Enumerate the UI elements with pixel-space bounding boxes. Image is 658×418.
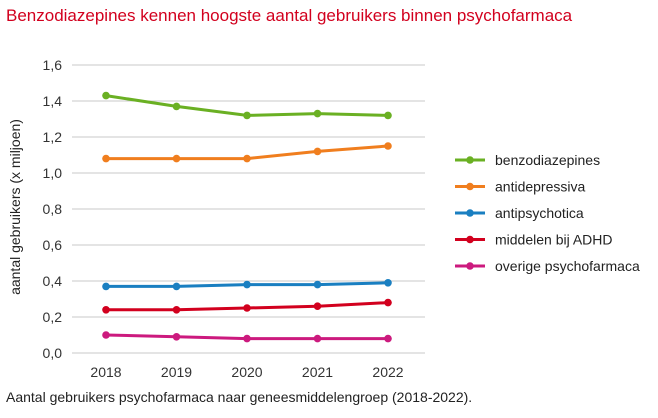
y-axis-ticks: 0,0 0,2 0,4 0,6 0,8 1,0 1,2 1,4 1,6 (43, 57, 63, 361)
data-point-overige-psychofarmaca (313, 334, 322, 343)
data-point-antipsychotica (243, 280, 251, 289)
data-point-middelen-bij-adhd (172, 306, 181, 314)
legend-label: benzodiazepines (495, 152, 600, 168)
legend-marker (466, 209, 474, 217)
legend-label: antipsychotica (495, 205, 584, 221)
legend-marker (466, 235, 474, 244)
y-tick-label: 0,6 (43, 237, 63, 253)
data-point-antipsychotica (313, 280, 322, 289)
legend-label: antidepressiva (495, 179, 585, 195)
legend-marker (466, 182, 474, 191)
y-tick-label: 0,4 (43, 273, 63, 289)
x-tick-label: 2021 (302, 364, 333, 380)
x-tick-label: 2018 (90, 364, 121, 380)
legend-marker (466, 156, 474, 164)
data-point-middelen-bij-adhd (384, 298, 392, 307)
y-tick-label: 1,4 (43, 93, 63, 109)
data-point-benzodiazepines (102, 91, 110, 100)
data-point-benzodiazepines (243, 111, 251, 120)
data-point-antipsychotica (172, 282, 181, 291)
data-point-antidepressiva (384, 142, 392, 150)
data-point-overige-psychofarmaca (384, 334, 392, 343)
y-tick-label: 0,8 (43, 201, 63, 217)
data-point-overige-psychofarmaca (243, 334, 251, 343)
legend: benzodiazepines antidepressiva antipsychot… (455, 152, 640, 274)
y-tick-label: 1,0 (43, 165, 63, 181)
data-point-antidepressiva (313, 147, 322, 156)
legend-label: middelen bij ADHD (495, 232, 613, 248)
y-axis-label: aantal gebruikers (x miljoen) (7, 119, 23, 295)
data-point-middelen-bij-adhd (313, 302, 322, 311)
data-point-antidepressiva (102, 154, 110, 163)
y-tick-label: 1,6 (43, 57, 63, 73)
x-tick-label: 2020 (231, 364, 262, 380)
data-point-benzodiazepines (172, 102, 181, 111)
chart-caption: Aantal gebruikers psychofarmaca naar gen… (6, 389, 473, 405)
data-point-antidepressiva (243, 154, 251, 163)
data-point-benzodiazepines (384, 111, 392, 120)
data-point-middelen-bij-adhd (102, 306, 110, 314)
x-tick-label: 2019 (161, 364, 192, 380)
y-tick-label: 0,2 (43, 309, 63, 325)
data-point-antidepressiva (172, 154, 181, 163)
grid-lines (72, 64, 425, 354)
x-tick-label: 2022 (372, 364, 403, 380)
data-point-middelen-bij-adhd (243, 304, 251, 312)
y-tick-label: 0,0 (43, 345, 63, 361)
chart-title: Benzodiazepines kennen hoogste aantal ge… (6, 6, 573, 25)
data-point-antipsychotica (102, 282, 110, 291)
data-point-overige-psychofarmaca (172, 333, 181, 341)
legend-marker (466, 262, 474, 270)
data-point-benzodiazepines (313, 109, 322, 118)
plot-area (102, 91, 392, 343)
x-axis-ticks: 2018 2019 2020 2021 2022 (90, 364, 403, 380)
data-point-antipsychotica (384, 279, 392, 287)
y-tick-label: 1,2 (43, 129, 63, 145)
data-point-overige-psychofarmaca (102, 331, 110, 339)
legend-label: overige psychofarmaca (495, 258, 640, 274)
